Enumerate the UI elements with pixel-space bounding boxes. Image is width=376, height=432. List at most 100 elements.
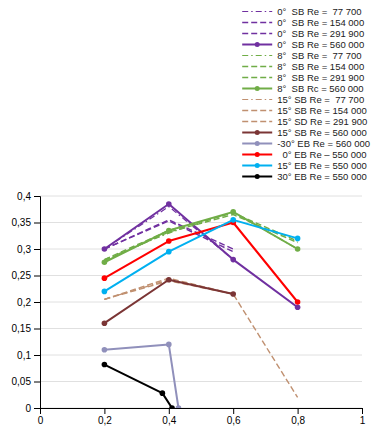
legend-entry: -30° EB Re = 560 000 [242,138,370,149]
y-axis: 00,050,10,150,20,250,30,350,4 [12,191,41,414]
legend-entry: 0° SB Re = 560 000 [242,39,364,50]
grid-line [40,275,362,276]
legend-entry: 8° SB Re = 77 700 [242,50,361,61]
grid-line [40,196,362,197]
plot: 00,20,40,60,8100,050,10,150,20,250,30,35… [12,191,366,426]
grid-line [40,381,362,382]
x-axis-tick: 0,4 [162,408,176,426]
legend-entry: 0° SB Re = 77 700 [242,6,361,17]
legend-swatch [242,99,272,100]
legend-label: 8° SB Re = 154 000 [277,61,364,72]
legend-marker [255,163,260,168]
series-marker [166,277,172,283]
legend-entry: 15° EB Re = 550 000 [242,160,367,171]
legend-swatch [242,121,272,122]
series-marker [166,201,172,207]
legend-label: 0° SB Re = 291 900 [277,28,364,39]
series-marker [166,249,172,255]
series-marker [102,347,108,353]
x-axis-tick-mark [104,408,105,414]
series-marker [166,238,172,244]
legend-marker [255,130,260,135]
x-axis-tick: 0,2 [98,408,112,426]
series-marker [230,209,236,215]
legend-marker [255,174,260,179]
x-axis-tick-mark [169,408,170,414]
legend-label: 15° EB Re = 550 000 [277,160,367,171]
legend-entry: 0° SB Re = 154 000 [242,17,364,28]
y-axis-tick-label: 0,35 [12,217,32,228]
legend-entry: 8° SB Re = 291 900 [242,72,364,83]
legend-marker [255,86,260,91]
legend-entry: 8° SB Rc = 560 000 [242,83,363,94]
legend-swatch [242,110,272,111]
legend-entry: 15° SB Re = 77 700 [242,94,364,105]
series-marker [295,305,301,311]
legend-entry: 8° SB Re = 154 000 [242,61,364,72]
legend-swatch [242,66,272,67]
marks [102,201,301,408]
y-axis-tick-mark [34,249,40,250]
legend-marker [255,141,260,146]
y-axis-tick-label: 0,1 [17,350,31,361]
series [102,201,301,310]
x-axis-line [41,409,363,415]
series [102,217,301,294]
x-axis-tick: 1 [360,408,366,426]
y-axis-tick-mark [34,355,40,356]
y-axis-tick-label: 0,4 [17,191,31,202]
series-marker [230,257,236,263]
x-axis-tick-label: 0,8 [291,415,305,426]
y-axis-tick-mark [34,276,40,277]
chart: 0° SB Re = 77 7000° SB Re = 154 0000° SB… [0,0,376,432]
y-axis-tick-label: 0,15 [12,323,32,334]
x-axis-tick-label: 0,6 [227,415,241,426]
series-marker [230,217,236,223]
y-axis-tick: 0,1 [17,350,40,361]
legend: 0° SB Re = 77 7000° SB Re = 154 0000° SB… [242,6,370,182]
legend-marker [255,152,260,157]
legend-label: 0° SB Re = 77 700 [277,6,361,17]
x-axis-tick-label: 1 [360,415,366,426]
y-axis-tick-mark [34,329,40,330]
series-marker [102,275,108,281]
x-axis-tick-label: 0,2 [98,415,112,426]
y-axis-tick: 0,4 [17,191,40,202]
y-axis-tick: 0,35 [12,217,40,228]
y-axis-tick-label: 0,25 [12,270,32,281]
legend-label: -30° EB Re = 560 000 [277,138,370,149]
series-marker [230,291,236,297]
series-marker [102,259,108,265]
grid-line [40,328,362,329]
x-axis-tick: 0 [38,408,44,426]
series-marker [166,342,172,348]
x-axis-tick-mark [362,408,363,414]
legend-swatch [242,22,272,23]
series-line [104,223,297,303]
series-line [104,220,297,292]
x-axis-tick-mark [298,408,299,414]
series-marker [102,362,108,368]
legend-label: 8° SB Rc = 560 000 [277,83,363,94]
series-line [104,280,233,323]
legend-entry: 0° EB Re – 550 000 [242,149,366,160]
legend-swatch [242,33,272,34]
series-marker [102,246,108,252]
legend-label: 0° SB Re = 154 000 [277,17,364,28]
y-axis-tick-mark [34,408,40,409]
x-axis-tick-label: 0 [38,415,44,426]
legend-label: 30° EB Re = 550 000 [277,171,367,182]
y-axis-tick-label: 0 [25,403,31,414]
legend-label: 8° SB Re = 77 700 [277,50,361,61]
series-marker [160,390,166,396]
series [102,342,182,408]
legend-marker [255,42,260,47]
series [102,209,301,265]
legend-entry: 15° SB Re = 154 000 [242,105,367,116]
series-line [104,212,297,262]
y-axis-tick-mark [34,196,40,197]
y-axis-tick-label: 0,05 [12,376,32,387]
x-axis-tick-mark [233,408,234,414]
series-marker [295,236,301,242]
legend-swatch [242,55,272,56]
